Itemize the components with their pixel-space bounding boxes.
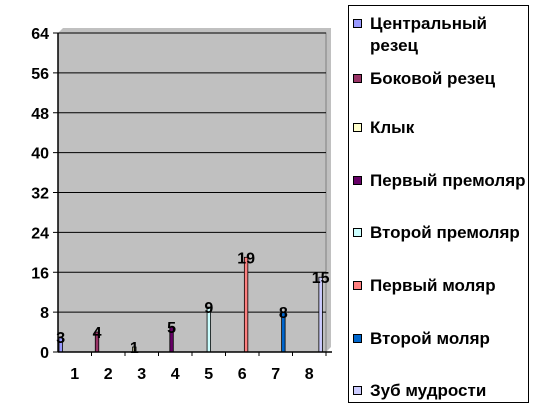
x-tick-label-6: 6 <box>238 366 247 383</box>
bars-group <box>58 256 323 353</box>
data-label-7-cat-7: 8 <box>279 305 288 322</box>
legend-label-lateral-incisor: Боковой резец <box>370 69 496 88</box>
y-tick-label-32: 32 <box>31 186 49 203</box>
legend-label-canine: Клык <box>370 118 415 137</box>
legend-swatch-central-incisor <box>353 19 362 28</box>
legend-swatch-first-molar <box>353 281 362 290</box>
legend-swatch-first-premolar <box>353 176 362 185</box>
legend-label-first-molar: Первый моляр <box>370 276 496 295</box>
legend-label-wisdom-tooth: Зуб мудрости <box>370 381 487 400</box>
x-tick-label-7: 7 <box>271 366 280 383</box>
y-tick-label-40: 40 <box>31 146 49 163</box>
legend-label-first-premolar: Первый премоляр <box>370 171 526 190</box>
data-label-4-cat-4: 5 <box>167 320 176 337</box>
x-tick-label-4: 4 <box>171 366 180 383</box>
data-label-6-cat-6: 19 <box>237 250 255 267</box>
y-tick-label-0: 0 <box>40 345 49 362</box>
y-tick-label-64: 64 <box>31 26 49 43</box>
data-label-1-cat-1: 3 <box>56 330 65 347</box>
legend-label-second-premolar: Второй премоляр <box>370 223 520 242</box>
legend-swatch-wisdom-tooth <box>353 386 362 395</box>
y-tick-label-8: 8 <box>40 305 49 322</box>
legend-label-central-incisor: Центральный резец <box>370 14 487 55</box>
y-tick-label-56: 56 <box>31 66 49 83</box>
x-tick-label-2: 2 <box>104 366 113 383</box>
data-label-3-cat-3: 1 <box>130 340 139 357</box>
y-tick-label-24: 24 <box>31 225 49 242</box>
legend: Центральный резец Боковой резец Клык Пер… <box>348 5 529 403</box>
data-label-2-cat-2: 4 <box>93 325 102 342</box>
legend-swatch-lateral-incisor <box>353 74 362 83</box>
plot-area <box>57 28 331 353</box>
bar-6-cat-6 <box>243 256 249 353</box>
x-tick-label-5: 5 <box>204 366 213 383</box>
y-tick-label-48: 48 <box>31 106 49 123</box>
legend-swatch-second-molar <box>353 334 362 343</box>
legend-swatch-canine <box>353 123 362 132</box>
data-label-5-cat-5: 9 <box>204 300 213 317</box>
x-tick-label-3: 3 <box>137 366 146 383</box>
legend-label-second-molar: Второй моляр <box>370 329 490 348</box>
x-tick-label-8: 8 <box>305 366 314 383</box>
legend-swatch-second-premolar <box>353 228 362 237</box>
data-label-8-cat-8: 15 <box>312 270 330 287</box>
y-tick-label-16: 16 <box>31 265 49 282</box>
x-tick-label-1: 1 <box>70 366 79 383</box>
bar-8-cat-8 <box>318 276 323 353</box>
